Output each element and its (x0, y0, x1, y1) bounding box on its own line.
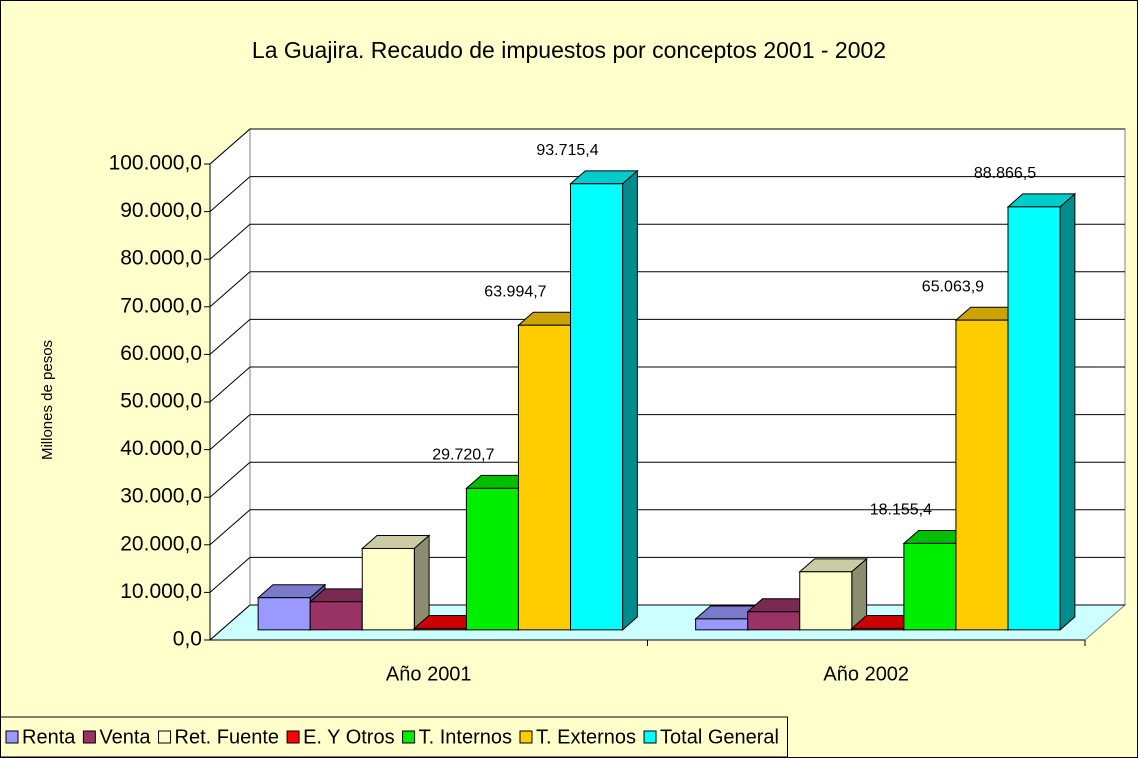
y-tick-label: 70.000,0 (120, 294, 202, 317)
y-axis-label: Millones de pesos (39, 340, 56, 460)
legend-swatch (402, 730, 416, 744)
y-tick-label: 100.000,0 (109, 152, 202, 175)
bar-side (1059, 192, 1076, 631)
legend-swatch (643, 730, 657, 744)
bar (695, 618, 749, 631)
legend-swatch (5, 730, 19, 744)
grid-line (209, 319, 251, 355)
bar (570, 183, 624, 631)
bar (413, 627, 467, 631)
legend-label: Venta (99, 726, 151, 748)
bar (955, 319, 1009, 631)
grid-line (209, 271, 251, 308)
grid-line (209, 223, 251, 260)
y-tick-label: 0,0 (173, 628, 202, 651)
bar (257, 597, 311, 631)
legend-swatch (158, 730, 172, 744)
legend-label: E. Y Otros (303, 726, 395, 748)
bar (309, 601, 363, 631)
grid-line (209, 176, 251, 212)
bar (851, 627, 905, 631)
grid-line (209, 414, 251, 450)
y-tick-label: 40.000,0 (120, 437, 202, 460)
y-tick-label: 90.000,0 (120, 199, 202, 222)
bar (903, 542, 957, 631)
grid-line (209, 366, 251, 403)
bar (1007, 206, 1061, 631)
bar (517, 324, 572, 631)
data-label: 93.715,4 (536, 142, 598, 159)
y-tick-label: 20.000,0 (120, 532, 202, 555)
y-tick-label: 30.000,0 (120, 485, 202, 508)
y-tick-label: 10.000,0 (120, 580, 202, 603)
grid-line (209, 557, 251, 593)
data-label: 29.720,7 (432, 447, 494, 464)
bar (465, 487, 519, 631)
data-label: 88.866,5 (974, 165, 1036, 182)
grid-line (209, 509, 251, 546)
data-label: 18.155,4 (870, 502, 932, 519)
chart-title: La Guajira. Recaudo de impuestos por con… (252, 37, 886, 63)
legend-swatch (286, 730, 300, 744)
legend-label: T. Externos (536, 726, 636, 748)
legend-label: Total General (660, 726, 779, 748)
legend-swatch (519, 730, 533, 744)
y-tick-label: 80.000,0 (120, 247, 202, 270)
bar (799, 571, 853, 631)
legend-label: Renta (22, 726, 76, 748)
y-tick-label: 50.000,0 (120, 390, 202, 413)
legend-label: T. Internos (419, 726, 512, 748)
data-label: 65.063,9 (922, 278, 984, 295)
data-label: 63.994,7 (484, 283, 546, 300)
x-tick-label: Año 2001 (386, 663, 472, 685)
grid-line (209, 128, 251, 165)
bar (361, 547, 415, 631)
y-tick-label: 60.000,0 (120, 342, 202, 365)
legend-label: Ret. Fuente (175, 726, 280, 748)
bar-side (413, 534, 430, 631)
grid-line (209, 604, 251, 641)
grid-line (209, 461, 251, 498)
bar (747, 611, 801, 631)
x-tick-label: Año 2002 (823, 663, 909, 685)
legend-swatch (82, 730, 96, 744)
bar-side (622, 169, 638, 631)
